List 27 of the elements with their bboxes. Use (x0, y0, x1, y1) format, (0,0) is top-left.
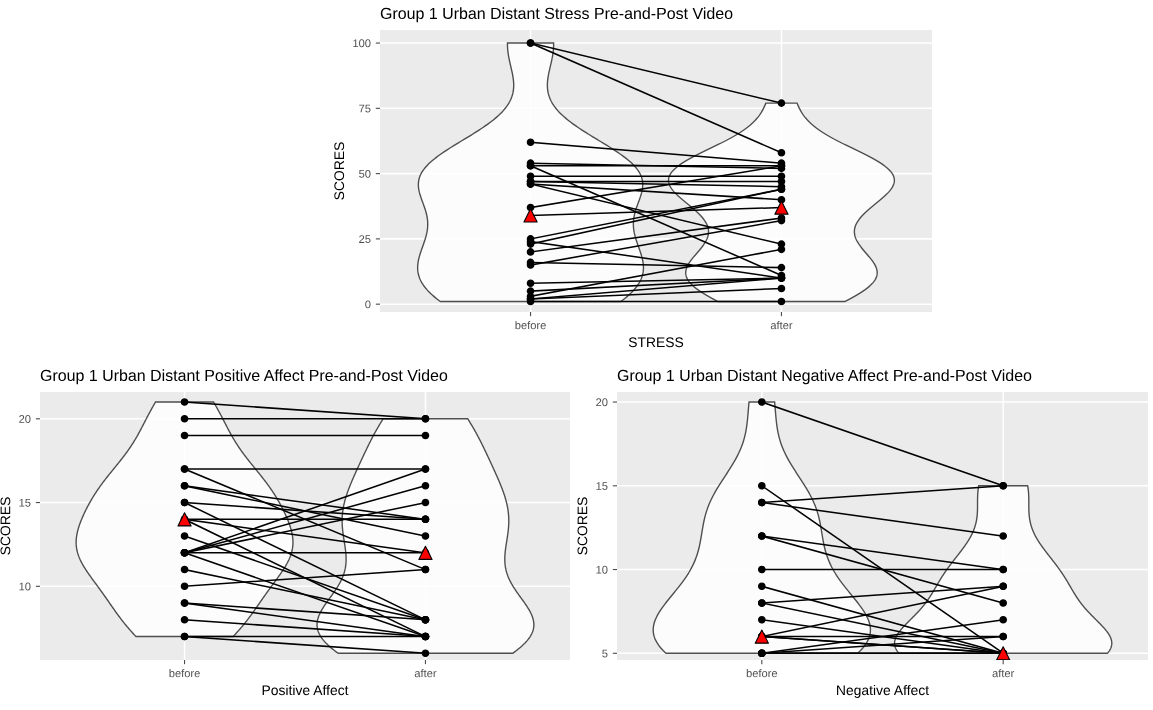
x-tick-label: before (515, 321, 546, 330)
x-axis-title: STRESS (628, 337, 684, 348)
y-tick-label: 50 (359, 169, 371, 178)
y-tick-label: 10 (596, 565, 608, 574)
x-axis-title: Negative Affect (837, 684, 929, 698)
y-tick-label: 75 (359, 104, 371, 113)
x-tick-label: before (746, 669, 778, 678)
x-tick-label: before (169, 669, 200, 678)
chart-title: Group 1 Urban Distant Positive Affect Pre-and-Post Video (40, 369, 448, 385)
x-tick-label: after (992, 669, 1015, 678)
y-axis-title: SCORES (0, 497, 11, 555)
y-tick-label: 20 (596, 398, 608, 407)
x-axis-title: Positive Affect (262, 684, 349, 696)
y-tick-label: 15 (19, 498, 31, 507)
y-axis-title: SCORES (334, 142, 345, 200)
chart-title: Group 1 Urban Distant Negative Affect Pre-and-Post Video (617, 369, 1032, 385)
y-tick-label: 0 (365, 300, 371, 309)
x-tick-label: after (770, 321, 793, 330)
y-tick-label: 15 (596, 482, 608, 490)
chart-title: Group 1 Urban Distant Stress Pre-and-Post Video (380, 7, 733, 23)
y-tick-label: 100 (353, 39, 371, 48)
x-tick-label: after (414, 669, 437, 678)
y-tick-label: 10 (19, 582, 31, 591)
y-axis-title: SCORES (577, 497, 588, 555)
y-tick-label: 20 (19, 415, 31, 423)
y-tick-label: 5 (602, 649, 608, 658)
y-tick-label: 25 (359, 235, 371, 244)
